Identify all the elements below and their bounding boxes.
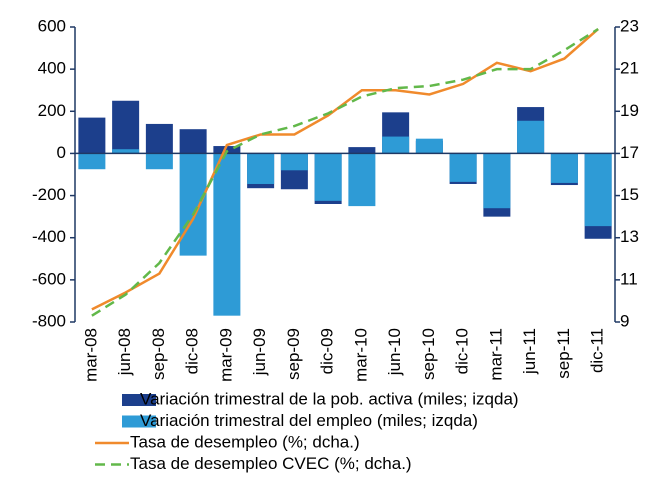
bar [179,153,207,256]
y2-tick-label: 11 [620,269,638,288]
legend-label: Tasa de desempleo CVEC (%; dcha.) [130,454,412,473]
legend-label: Tasa de desempleo (%; dcha.) [130,432,360,451]
x-tick-label: dic-10 [453,328,472,374]
y-tick-label: 400 [38,59,66,78]
x-tick-label: sep-08 [149,328,168,380]
y-tick-label: 0 [57,143,66,162]
bar [213,153,241,316]
x-tick-label: dic-08 [183,328,202,374]
y2-tick-label: 21 [620,59,639,78]
y2-tick-label: 19 [620,101,639,120]
y-tick-label: -400 [32,227,66,246]
bar [382,136,410,154]
y-tick-label: -600 [32,269,66,288]
bar [247,153,275,184]
y2-tick-label: 15 [620,185,639,204]
x-tick-label: jun-11 [520,328,539,375]
bar [213,146,241,154]
bar [314,153,342,201]
x-tick-label: dic-11 [588,328,607,373]
legend-swatch [122,394,156,406]
bar [348,153,376,207]
bar [584,153,612,227]
y2-tick-label: 23 [620,16,639,35]
bar [280,153,308,171]
y2-tick-label: 17 [620,143,639,162]
bar [348,147,376,154]
bar [415,138,443,154]
line [91,28,599,311]
legend-label: Variación trimestral de la pob. activa (… [140,389,519,408]
bar [112,100,140,154]
x-tick-label: mar-11 [486,328,505,381]
y-tick-label: 200 [38,101,66,120]
bar [78,117,106,154]
bar [483,153,511,209]
legend-label: Variación trimestral del empleo (miles; … [140,411,478,430]
x-tick-label: sep-10 [419,328,438,380]
x-tick-label: jun-10 [385,328,404,376]
bar [449,153,477,182]
bar [112,149,140,154]
bar [550,153,578,183]
x-tick-label: mar-08 [81,328,100,382]
y2-tick-label: 9 [620,311,629,330]
legend-swatch [122,415,156,428]
y-tick-label: 600 [38,16,66,35]
bar [145,153,173,170]
bar [517,120,545,154]
x-tick-label: jun-09 [250,328,269,376]
x-tick-label: jun-08 [115,328,134,376]
line [91,28,599,317]
x-tick-label: sep-11 [554,328,573,379]
x-tick-label: mar-09 [216,328,235,382]
y2-tick-label: 13 [620,227,639,246]
y-tick-label: -800 [32,311,66,330]
y-tick-label: -200 [32,185,66,204]
x-tick-label: mar-10 [351,328,370,382]
bar [145,123,173,154]
x-tick-label: sep-09 [284,328,303,380]
bar [179,129,207,154]
x-tick-label: dic-09 [318,328,337,374]
bar [78,153,106,170]
